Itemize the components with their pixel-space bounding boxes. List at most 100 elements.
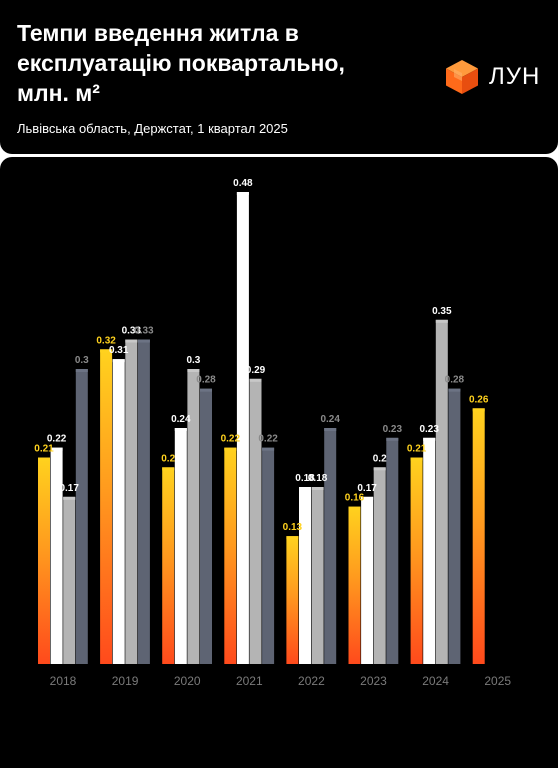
chart-title: Темпи введення житла в експлуатацію покв… (17, 20, 345, 106)
bar-cap-2019-q2 (112, 359, 125, 363)
bar-chart: 0.210.220.170.30.320.310.330.330.20.240.… (34, 178, 511, 688)
bar-cap-2018-q3 (63, 496, 76, 500)
bar-cap-2019-q3 (125, 339, 138, 343)
bar-2025-q1 (472, 408, 485, 664)
bar-cap-2019-q4 (137, 339, 150, 343)
bar-cap-2021-q1 (224, 447, 237, 451)
bar-cap-2024-q4 (448, 388, 461, 392)
bar-cap-2024-q1 (410, 457, 423, 461)
bar-cap-2024-q3 (435, 319, 448, 323)
x-tick-label-2018: 2018 (50, 674, 77, 688)
bar-cap-2023-q3 (373, 467, 386, 471)
bar-cap-2018-q4 (75, 369, 88, 372)
bar-cap-2019-q1 (100, 349, 113, 353)
bar-2021-q1 (224, 447, 237, 664)
bar-2018-q2 (50, 447, 63, 664)
bar-cap-2021-q3 (249, 378, 262, 382)
bar-cap-2022-q3 (311, 487, 324, 490)
data-label-2021-q1: 0.22 (221, 434, 241, 445)
data-label-2022-q3: 0.18 (308, 473, 328, 484)
chart-subtitle: Львівська область, Держстат, 1 квартал 2… (17, 121, 288, 136)
bar-2022-q1 (286, 536, 299, 664)
data-label-2024-q1: 0.21 (407, 444, 427, 455)
bar-2020-q1 (162, 467, 175, 664)
bar-2018-q4 (75, 369, 88, 664)
bar-2022-q2 (299, 487, 311, 664)
x-tick-label-2021: 2021 (236, 674, 263, 688)
cube-logo-icon (446, 60, 478, 94)
data-label-2021-q2: 0.48 (233, 178, 253, 189)
bar-2022-q4 (324, 428, 337, 664)
bar-2019-q1 (100, 349, 113, 664)
bar-2020-q3 (187, 369, 200, 664)
brand-logo: ЛУН (445, 58, 540, 96)
bar-cap-2018-q1 (38, 457, 50, 461)
x-tick-label-2025: 2025 (484, 674, 511, 688)
bar-2019-q4 (137, 339, 150, 664)
bar-cap-2024-q2 (423, 437, 436, 441)
bar-2019-q2 (112, 359, 125, 664)
data-label-2020-q1: 0.2 (161, 453, 175, 464)
data-label-2023-q3: 0.2 (373, 453, 387, 464)
bar-cap-2025-q1 (472, 408, 485, 412)
bar-2023-q3 (373, 467, 386, 664)
bar-2020-q2 (174, 428, 187, 664)
x-tick-label-2019: 2019 (112, 674, 139, 688)
data-label-2018-q4: 0.3 (75, 355, 89, 366)
bar-2023-q4 (386, 437, 399, 664)
bar-2024-q3 (435, 319, 448, 664)
bar-cap-2020-q1 (162, 467, 175, 471)
bar-2018-q3 (63, 496, 76, 664)
bar-cap-2022-q1 (286, 536, 299, 540)
data-label-2022-q4: 0.24 (320, 414, 340, 425)
bar-cap-2021-q2 (236, 192, 249, 195)
x-tick-label-2024: 2024 (422, 674, 449, 688)
data-label-2020-q3: 0.3 (186, 355, 200, 366)
data-label-2022-q1: 0.13 (283, 522, 303, 533)
bar-cap-2023-q2 (361, 496, 374, 500)
chart-panel: 0.21 0.22 0.17 0.3 0.32 0.31 0.33 0.33 0.2 0.24 0.… (0, 157, 558, 768)
data-label-2020-q2: 0.24 (171, 414, 191, 425)
bar-2021-q2 (236, 192, 249, 664)
data-label-2023-q1: 0.16 (345, 493, 365, 504)
bar-2020-q4 (200, 388, 212, 664)
data-label-2025-q1: 0.26 (469, 394, 489, 405)
bar-cap-2020-q3 (187, 369, 200, 372)
x-tick-label-2020: 2020 (174, 674, 201, 688)
data-label-2019-q2: 0.31 (109, 345, 129, 356)
bar-2021-q3 (249, 378, 262, 664)
bar-cap-2020-q2 (174, 428, 187, 431)
bar-cap-2023-q4 (386, 437, 399, 441)
bar-2018-q1 (38, 457, 50, 664)
bar-2019-q3 (125, 339, 138, 664)
bar-2021-q4 (262, 447, 275, 664)
bar-cap-2022-q4 (324, 428, 337, 431)
chart-header: Темпи введення житла в експлуатацію покв… (0, 0, 558, 154)
bar-cap-2021-q4 (262, 447, 275, 451)
data-label-2019-q4: 0.33 (134, 326, 154, 337)
data-label-2023-q4: 0.23 (383, 424, 403, 435)
data-label-2024-q2: 0.23 (419, 424, 439, 435)
bar-2023-q1 (348, 506, 361, 664)
data-label-2018-q3: 0.17 (59, 483, 79, 494)
data-label-2023-q2: 0.17 (357, 483, 377, 494)
bar-cap-2020-q4 (200, 388, 212, 392)
data-label-2019-q3: 0.33 (122, 326, 142, 337)
data-label-2018-q1: 0.21 (34, 444, 54, 455)
x-tick-label-2022: 2022 (298, 674, 325, 688)
bar-2023-q2 (361, 496, 374, 664)
data-label-2021-q4: 0.22 (258, 434, 278, 445)
data-label-2021-q3: 0.29 (246, 365, 266, 376)
data-label-2020-q4: 0.28 (196, 375, 216, 386)
bar-cap-2023-q1 (348, 506, 361, 510)
data-label-2024-q3: 0.35 (432, 306, 452, 317)
data-label-2019-q1: 0.32 (96, 335, 116, 346)
bar-2024-q1 (410, 457, 423, 664)
bar-cap-2018-q2 (50, 447, 63, 451)
bar-2022-q3 (311, 487, 324, 664)
bar-2024-q2 (423, 437, 436, 664)
bar-2024-q4 (448, 388, 461, 664)
data-label-2018-q2: 0.22 (47, 434, 67, 445)
logo-wordmark: ЛУН (489, 63, 541, 90)
data-label-2022-q2: 0.18 (295, 473, 315, 484)
